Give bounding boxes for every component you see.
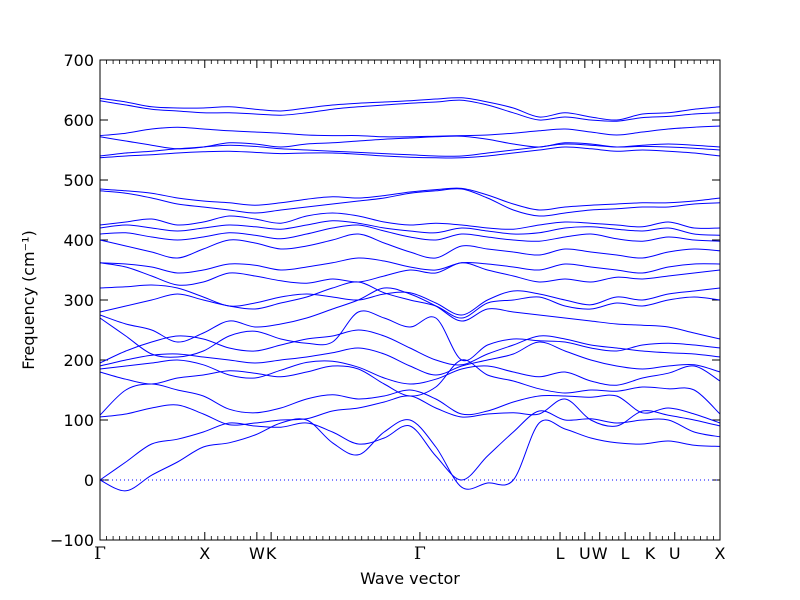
phonon-branch-1 bbox=[99, 418, 721, 492]
x-axis-label: Wave vector bbox=[360, 569, 460, 588]
x-tick-label: Γ bbox=[94, 544, 106, 564]
x-tick-label: U bbox=[579, 544, 591, 563]
y-axis-label: Frequency (cm⁻¹) bbox=[19, 230, 38, 369]
phonon-branch-7 bbox=[99, 341, 721, 376]
phonon-branch-4 bbox=[99, 383, 721, 424]
y-tick-label: 400 bbox=[63, 231, 94, 250]
x-tick-label: W bbox=[249, 544, 265, 563]
y-tick-label: 600 bbox=[63, 111, 94, 130]
phonon-branch-25 bbox=[99, 97, 721, 121]
y-tick-label: 700 bbox=[63, 51, 94, 70]
phonon-branch-18 bbox=[99, 212, 721, 230]
phonon-branch-13 bbox=[99, 262, 721, 286]
y-tick-label: 500 bbox=[63, 171, 94, 190]
x-tick-label: Γ bbox=[414, 544, 426, 564]
phonon-branch-26 bbox=[99, 99, 721, 122]
y-tick-label: 300 bbox=[63, 291, 94, 310]
phonon-branch-9 bbox=[99, 310, 721, 362]
phonon-branch-12 bbox=[99, 284, 721, 316]
y-tick-label: 0 bbox=[84, 471, 94, 490]
phonon-branch-6 bbox=[99, 359, 721, 386]
phonon-branch-22 bbox=[99, 143, 721, 157]
phonon-branch-24 bbox=[99, 125, 721, 138]
plot-frame bbox=[99, 59, 721, 541]
phonon-branch-17 bbox=[99, 220, 721, 236]
phonon-branch-10 bbox=[99, 287, 721, 343]
phonon-branch-5 bbox=[99, 359, 721, 415]
phonon-branch-8 bbox=[99, 329, 721, 366]
x-tick-label: K bbox=[266, 544, 277, 563]
x-tick-label: K bbox=[645, 544, 656, 563]
x-tick-label: L bbox=[621, 544, 630, 563]
x-tick-label: X bbox=[715, 544, 726, 563]
ticks-layer bbox=[99, 59, 721, 541]
phonon-branch-2 bbox=[99, 410, 721, 481]
phonon-branch-23 bbox=[99, 135, 721, 150]
x-tick-label: U bbox=[669, 544, 681, 563]
phonon-branch-19 bbox=[99, 188, 721, 217]
x-tick-label: X bbox=[199, 544, 210, 563]
y-tick-label: −100 bbox=[50, 531, 94, 550]
phonon-branch-16 bbox=[99, 224, 721, 242]
phonon-branch-15 bbox=[99, 233, 721, 259]
phonon-branch-20 bbox=[99, 187, 721, 211]
phonon-branch-14 bbox=[99, 257, 721, 274]
phonon-branch-11 bbox=[99, 281, 721, 319]
x-tick-label: L bbox=[556, 544, 565, 563]
phonon-branch-21 bbox=[99, 146, 721, 159]
y-tick-label: 200 bbox=[63, 351, 94, 370]
y-tick-label: 100 bbox=[63, 411, 94, 430]
x-tick-label: W bbox=[592, 544, 608, 563]
series-layer bbox=[99, 97, 721, 492]
